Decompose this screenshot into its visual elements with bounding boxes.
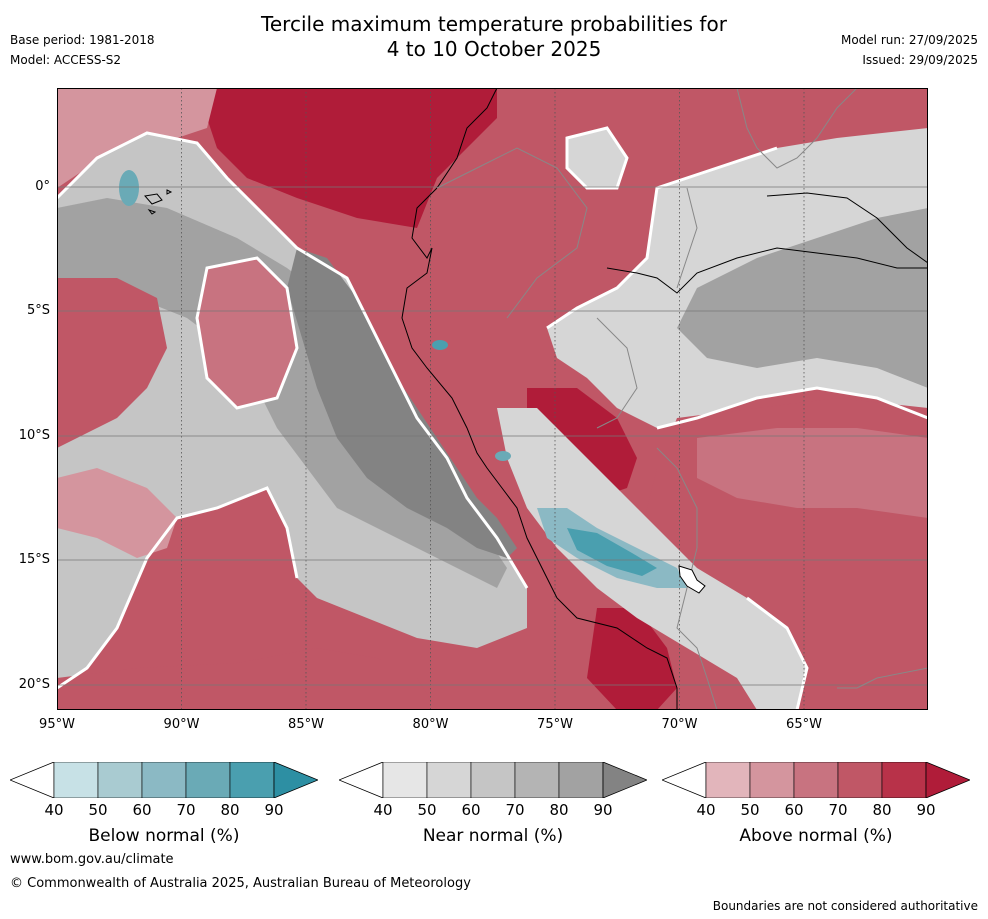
- model-run: Model run: 27/09/2025: [840, 33, 978, 47]
- above-colorbar-cell: [837, 762, 883, 798]
- coastline: [401, 88, 678, 710]
- header-right: Model run: 27/09/2025 Issued: 29/09/2025: [841, 30, 978, 70]
- near-colorbar-cell: [426, 762, 472, 798]
- near-colorbar-cell: [470, 762, 516, 798]
- below-colorbar-cell: [229, 762, 275, 798]
- below-colorbar-cell: [141, 762, 187, 798]
- copyright-text: © Commonwealth of Australia 2025, Austra…: [10, 876, 471, 891]
- base-period: Base period: 1981-2018: [10, 33, 155, 47]
- below-normal-spot-coast: [432, 340, 448, 350]
- title-line-2: 4 to 10 October 2025: [386, 37, 602, 61]
- above-region-west-ocean: [57, 278, 167, 448]
- above-colorbar-cell: [793, 762, 839, 798]
- below-colorbar-cell: [53, 762, 99, 798]
- title-line-1: Tercile maximum temperature probabilitie…: [261, 12, 727, 36]
- near-colorbar-min-triangle: [339, 762, 384, 798]
- near-normal-pale-region-north: [567, 128, 627, 188]
- galapagos-islands: [144, 189, 173, 215]
- near-colorbar-max-triangle: [602, 762, 647, 798]
- strong-above-region-south: [587, 608, 677, 710]
- below-normal-strong-region: [567, 528, 657, 576]
- above-region-central-ocean: [197, 258, 297, 408]
- above-colorbar-tick: 90: [916, 801, 936, 819]
- above-colorbar-cell: [705, 762, 751, 798]
- near-colorbar-tick: 40: [373, 801, 393, 819]
- below-colorbar-cell: [185, 762, 231, 798]
- lon-tick-65w: 65°W: [786, 717, 822, 732]
- model-name: Model: ACCESS-S2: [10, 53, 122, 67]
- strong-above-region-north: [207, 88, 497, 228]
- header-left: Base period: 1981-2018 Model: ACCESS-S2: [10, 30, 155, 70]
- above-colorbar-tick: 70: [828, 801, 848, 819]
- above-normal-label: Above normal (%): [739, 826, 893, 846]
- river-north: [766, 192, 928, 264]
- colorbar-above-normal: [662, 762, 970, 798]
- lon-tick-90w: 90°W: [163, 717, 200, 732]
- contour-lines: [57, 126, 928, 710]
- probability-map: [57, 88, 928, 710]
- amazon-river: [606, 247, 928, 294]
- colorbar-near-normal: [339, 762, 647, 798]
- above-colorbar-cell: [881, 762, 927, 798]
- below-normal-spot-west: [119, 170, 139, 206]
- lon-tick-85w: 85°W: [288, 717, 324, 732]
- map-title: Tercile maximum temperature probabilitie…: [0, 12, 988, 62]
- near-colorbar-tick: 60: [461, 801, 481, 819]
- colorbar-above-cells: [662, 762, 970, 798]
- near-colorbar-tick: 80: [549, 801, 569, 819]
- lake-titicaca: [678, 565, 706, 594]
- issued-date: Issued: 29/09/2025: [862, 53, 978, 67]
- lon-tick-75w: 75°W: [537, 717, 573, 732]
- above-colorbar-cell: [749, 762, 795, 798]
- near-colorbar-cell: [382, 762, 428, 798]
- near-colorbar-tick: 90: [593, 801, 613, 819]
- below-colorbar-tick: 80: [220, 801, 240, 819]
- lat-tick-20s: 20°S: [18, 677, 50, 692]
- near-normal-label: Near normal (%): [422, 826, 564, 846]
- near-colorbar-cell: [514, 762, 560, 798]
- colorbar-below-cells: [10, 762, 318, 798]
- lat-tick-0: 0°: [35, 179, 50, 194]
- colorbar-near-cells: [339, 762, 647, 798]
- map-frame: [57, 88, 928, 710]
- lat-tick-10s: 10°S: [18, 428, 50, 443]
- lat-tick-5s: 5°S: [26, 303, 50, 318]
- above-colorbar-tick: 40: [696, 801, 716, 819]
- below-colorbar-tick: 70: [176, 801, 196, 819]
- below-colorbar-tick: 60: [132, 801, 152, 819]
- lon-tick-80w: 80°W: [412, 717, 449, 732]
- above-colorbar-tick: 60: [784, 801, 804, 819]
- lon-tick-95w: 95°W: [39, 717, 75, 732]
- near-colorbar-tick: 50: [417, 801, 437, 819]
- website-link[interactable]: www.bom.gov.au/climate: [10, 852, 174, 867]
- above-colorbar-min-triangle: [662, 762, 707, 798]
- below-colorbar-tick: 50: [88, 801, 108, 819]
- colorbar-below-normal: [10, 762, 318, 798]
- above-colorbar-tick: 80: [872, 801, 892, 819]
- below-normal-spot-coast-2: [495, 451, 511, 461]
- below-colorbar-min-triangle: [10, 762, 55, 798]
- near-normal-dark-region-east: [677, 208, 928, 388]
- below-normal-label: Below normal (%): [88, 826, 240, 846]
- above-colorbar-max-triangle: [925, 762, 970, 798]
- above-region-south-ocean: [57, 648, 437, 710]
- above-region-southeast-pale: [697, 428, 928, 518]
- below-colorbar-max-triangle: [273, 762, 318, 798]
- country-borders: [436, 88, 928, 710]
- lon-tick-70w: 70°W: [661, 717, 698, 732]
- near-colorbar-cell: [558, 762, 604, 798]
- below-colorbar-tick: 90: [264, 801, 284, 819]
- near-colorbar-tick: 70: [505, 801, 525, 819]
- above-region-southwest-ocean: [57, 468, 177, 558]
- lat-tick-15s: 15°S: [18, 552, 50, 567]
- latitude-lines: [57, 186, 928, 686]
- below-colorbar-cell: [97, 762, 143, 798]
- boundary-disclaimer: Boundaries are not considered authoritat…: [712, 899, 978, 913]
- above-colorbar-tick: 50: [740, 801, 760, 819]
- below-colorbar-tick: 40: [44, 801, 64, 819]
